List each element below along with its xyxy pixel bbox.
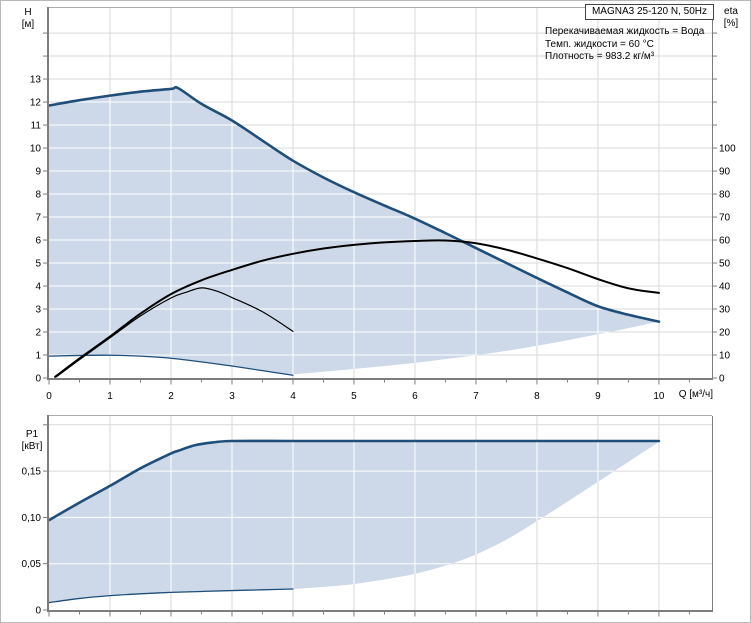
y-right-tick-label: 60 [719, 236, 731, 247]
x-tick-label: 1 [107, 391, 113, 402]
x-tick-label: 3 [229, 391, 235, 402]
head-axis-name: H [24, 7, 32, 18]
y-left-tick-label: 0,10 [22, 513, 42, 524]
y-left-tick-label: 13 [30, 75, 42, 86]
flow-axis-label: Q [м³/ч] [678, 389, 713, 400]
y-right-tick-label: 20 [719, 328, 731, 339]
y-left-tick-label: 2 [35, 328, 41, 339]
y-left-tick-label: 7 [35, 213, 41, 224]
series-efficiency-min-speed [55, 287, 294, 378]
info-line-density: Плотность = 983.2 кг/м³ [545, 51, 655, 63]
y-right-tick-label: 80 [719, 190, 731, 201]
head-axis-unit: [м] [21, 19, 35, 30]
power-axis-name: P1 [25, 429, 39, 440]
y-left-tick-label: 10 [30, 144, 42, 155]
x-tick-label: 0 [46, 391, 52, 402]
x-tick-label: 9 [595, 391, 601, 402]
x-tick-label: 2 [168, 391, 174, 402]
pump-model-title: MAGNA3 25-120 N, 50Hz [584, 4, 714, 20]
series-p1-max-speed [47, 439, 661, 522]
plot-border-head-flow [47, 7, 713, 380]
plot-border-power-flow [47, 415, 713, 612]
tick-labels-power-flow: 0 0,05 0,10 0,15 [22, 467, 42, 617]
x-tick-label: 10 [653, 391, 665, 402]
y-left-tick-label: 3 [35, 305, 41, 316]
x-tick-label: 6 [412, 391, 418, 402]
info-line-temperature: Темп. жидкости = 60 °C [545, 38, 654, 50]
y-left-tick-label: 0,15 [22, 467, 42, 478]
x-tick-label: 4 [290, 391, 296, 402]
tick-labels-head-flow: 0 1 2 3 4 5 6 7 8 9 100123456789101112130102030405… [30, 75, 736, 402]
x-tick-label: 8 [534, 391, 540, 402]
y-left-tick-label: 9 [35, 167, 41, 178]
power-axis-unit: [кВт] [21, 441, 43, 452]
y-right-tick-label: 70 [719, 213, 731, 224]
y-left-tick-label: 0 [35, 606, 41, 617]
series-head-min-speed [48, 354, 294, 376]
y-left-tick-label: 0,05 [22, 559, 42, 570]
info-line-liquid: Перекачиваемая жидкость = Вода [545, 26, 705, 37]
axis-ticks-power-flow [43, 424, 690, 617]
head-axis-label: H [м] [9, 7, 47, 31]
y-left-tick-label: 6 [35, 236, 41, 247]
chart-power-flow: 0 0,05 0,10 0,15 [22, 415, 713, 617]
y-right-tick-label: 30 [719, 305, 731, 316]
y-left-tick-label: 11 [31, 121, 42, 132]
y-left-tick-label: 0 [35, 374, 41, 385]
y-left-tick-label: 12 [30, 98, 42, 109]
y-right-tick-label: 10 [719, 351, 731, 362]
power-axis-label: P1 [кВт] [9, 429, 55, 453]
y-left-tick-label: 4 [35, 282, 41, 293]
y-left-tick-label: 8 [35, 190, 41, 201]
y-right-tick-label: 0 [719, 374, 725, 385]
liquid-info-block: Перекачиваемая жидкость = Вода Темп. жид… [545, 26, 704, 64]
y-left-tick-label: 5 [35, 259, 41, 270]
y-right-tick-label: 90 [719, 167, 731, 178]
series-efficiency-max-speed [54, 239, 660, 378]
x-tick-label: 7 [473, 391, 479, 402]
x-tick-label: 5 [351, 391, 357, 402]
y-right-tick-label: 40 [719, 282, 731, 293]
y-left-tick-label: 1 [35, 351, 41, 362]
eta-axis-label: eta [%] [713, 6, 749, 30]
eta-axis-name: eta [724, 6, 738, 17]
y-right-tick-label: 100 [719, 144, 736, 155]
series-p1-min-speed [48, 588, 294, 604]
chart-head-flow: 0 1 2 3 4 5 6 7 8 9 100123456789101112130102030405… [30, 7, 736, 402]
axis-ticks-head-flow [43, 32, 717, 385]
eta-axis-unit: [%] [723, 18, 739, 29]
y-right-tick-label: 50 [719, 259, 731, 270]
series-head-max-speed [47, 85, 661, 323]
